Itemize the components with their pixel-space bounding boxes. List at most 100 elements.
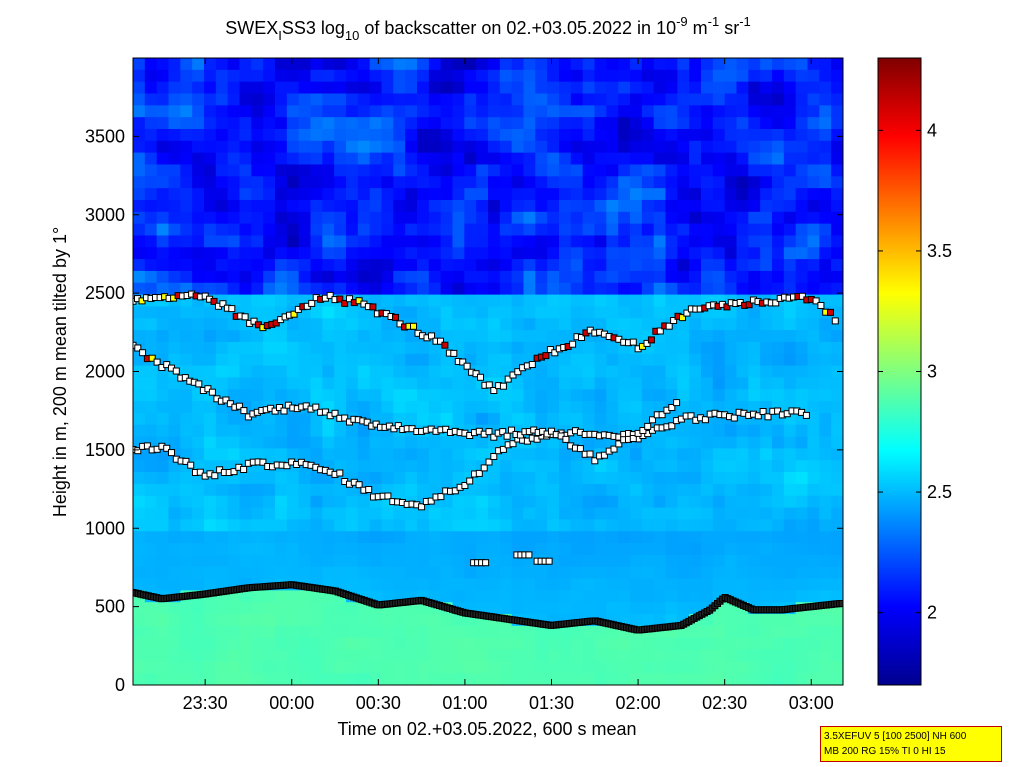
- heatmap-cell: [701, 176, 714, 189]
- heatmap-cell: [582, 590, 596, 603]
- heatmap-cell: [488, 318, 501, 331]
- heatmap-cell: [251, 649, 264, 662]
- heatmap-cell: [523, 282, 536, 296]
- heatmap-cell: [819, 543, 832, 556]
- heatmap-cell: [133, 140, 146, 154]
- cloud-marker: [341, 414, 349, 422]
- heatmap-cell: [381, 211, 394, 225]
- heatmap-cell: [357, 460, 371, 473]
- heatmap-cell: [783, 93, 797, 106]
- heatmap-cell: [381, 81, 394, 95]
- heatmap-cell: [381, 247, 394, 260]
- heatmap-cell: [511, 164, 525, 177]
- heatmap-cell: [133, 318, 146, 331]
- heatmap-cell: [618, 649, 631, 662]
- heatmap-cell: [701, 649, 714, 662]
- heatmap-cell: [701, 211, 714, 225]
- heatmap-cell: [346, 554, 359, 568]
- heatmap-cell: [405, 223, 418, 237]
- heatmap-cell: [381, 531, 394, 544]
- heatmap-cell: [440, 365, 454, 379]
- heatmap-cell: [251, 625, 264, 639]
- heatmap-cell: [192, 152, 205, 166]
- heatmap-cell: [417, 128, 430, 142]
- heatmap-cell: [511, 377, 525, 390]
- heatmap-cell: [594, 543, 607, 556]
- heatmap-cell: [677, 554, 690, 568]
- heatmap-cell: [594, 188, 607, 201]
- heatmap-cell: [831, 554, 843, 568]
- heatmap-cell: [452, 81, 465, 95]
- heatmap-cell: [180, 341, 193, 355]
- cloud-marker: [250, 317, 258, 325]
- heatmap-cell: [144, 306, 158, 319]
- heatmap-cell: [630, 235, 643, 248]
- heatmap-cell: [760, 176, 773, 189]
- heatmap-cell: [357, 282, 371, 296]
- heatmap-cell: [499, 318, 513, 331]
- heatmap-cell: [156, 318, 170, 331]
- heatmap-cell: [618, 590, 631, 603]
- heatmap-cell: [357, 531, 371, 544]
- heatmap-cell: [807, 188, 820, 201]
- heatmap-cell: [618, 412, 631, 426]
- heatmap-cell: [547, 247, 560, 260]
- heatmap-cell: [831, 353, 843, 367]
- heatmap-cell: [310, 566, 323, 580]
- heatmap-cell: [724, 673, 738, 685]
- heatmap-cell: [594, 294, 607, 308]
- heatmap-cell: [653, 602, 667, 615]
- heatmap-cell: [594, 235, 607, 248]
- heatmap-cell: [215, 176, 229, 189]
- heatmap-cell: [369, 105, 383, 118]
- heatmap-cell: [748, 330, 761, 343]
- heatmap-cell: [736, 531, 749, 544]
- heatmap-cell: [547, 472, 560, 485]
- heatmap-cell: [677, 649, 690, 662]
- heatmap-cell: [760, 649, 773, 662]
- heatmap-cell: [559, 235, 572, 248]
- heatmap-cell: [227, 341, 241, 355]
- heatmap-cell: [251, 93, 264, 106]
- heatmap-cell: [582, 578, 596, 591]
- heatmap-cell: [795, 507, 809, 520]
- heatmap-cell: [417, 673, 430, 685]
- heatmap-cell: [204, 661, 217, 674]
- heatmap-cell: [168, 495, 181, 509]
- heatmap-cell: [701, 661, 714, 674]
- heatmap-cell: [440, 460, 454, 473]
- heatmap-cell: [322, 58, 335, 71]
- heatmap-cell: [168, 318, 181, 331]
- heatmap-cell: [180, 176, 193, 189]
- heatmap-cell: [559, 448, 572, 461]
- heatmap-cell: [748, 105, 761, 118]
- heatmap-cell: [369, 188, 383, 201]
- heatmap-cell: [133, 81, 146, 95]
- heatmap-cell: [547, 566, 560, 580]
- heatmap-cell: [653, 223, 667, 237]
- heatmap-cell: [807, 117, 820, 130]
- heatmap-cell: [724, 341, 738, 355]
- heatmap-cell: [428, 259, 442, 272]
- heatmap-cell: [405, 637, 418, 651]
- heatmap-cell: [334, 318, 347, 331]
- heatmap-cell: [594, 152, 607, 166]
- heatmap-cell: [499, 519, 513, 532]
- heatmap-cell: [630, 188, 643, 201]
- heatmap-cell: [405, 554, 418, 568]
- cloud-marker: [586, 450, 594, 458]
- heatmap-cell: [736, 424, 749, 438]
- heatmap-cell: [665, 578, 678, 591]
- heatmap-cell: [346, 188, 359, 201]
- heatmap-cell: [488, 188, 501, 201]
- heatmap-cell: [547, 105, 560, 118]
- heatmap-cell: [736, 649, 749, 662]
- heatmap-cell: [346, 199, 359, 213]
- heatmap-cell: [559, 128, 572, 142]
- heatmap-cell: [144, 69, 158, 83]
- heatmap-cell: [440, 448, 454, 461]
- heatmap-cell: [334, 507, 347, 520]
- heatmap-cell: [760, 661, 773, 674]
- heatmap-cell: [511, 223, 525, 237]
- cloud-marker: [629, 435, 637, 442]
